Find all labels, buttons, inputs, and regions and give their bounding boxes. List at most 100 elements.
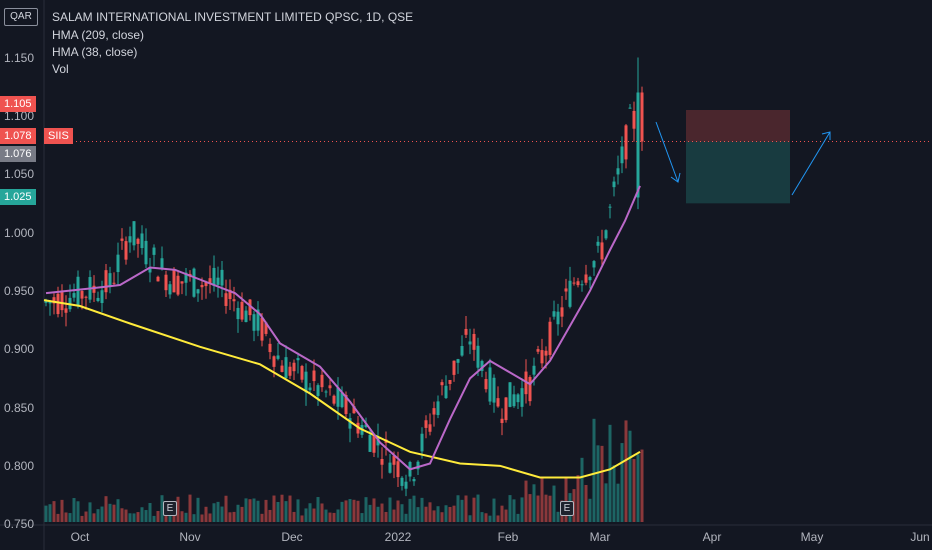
candle-body — [60, 292, 64, 311]
candle-body — [120, 238, 124, 241]
volume-bar — [56, 513, 60, 522]
candle-body — [560, 307, 564, 317]
candle-body — [340, 392, 344, 408]
legend-hma-209[interactable]: HMA (209, close) — [52, 28, 145, 42]
candle-body — [540, 350, 544, 364]
volume-bar — [240, 506, 244, 522]
volume-bar — [104, 496, 108, 522]
candle-body — [136, 238, 140, 244]
legend-volume[interactable]: Vol — [52, 62, 69, 76]
candle-body — [432, 408, 436, 415]
volume-bar — [464, 495, 468, 522]
candle-body — [180, 281, 184, 284]
candle-body — [352, 406, 356, 414]
arrow-up-head — [821, 131, 831, 140]
time-axis-tick: 2022 — [384, 530, 412, 544]
volume-bar — [556, 511, 560, 522]
candle-body — [200, 285, 204, 288]
candle-body — [348, 418, 352, 429]
volume-bar — [424, 506, 428, 522]
earnings-event-badge[interactable]: E — [560, 501, 574, 516]
candle-body — [336, 387, 340, 407]
volume-bar — [360, 513, 364, 522]
candle-body — [580, 284, 584, 286]
volume-bar — [632, 459, 636, 522]
volume-bar — [580, 457, 584, 522]
time-axis-tick: Mar — [589, 530, 611, 544]
candle-body — [520, 388, 524, 407]
candle-body — [148, 267, 152, 273]
volume-bar — [588, 498, 592, 522]
volume-bar — [284, 501, 288, 522]
volume-bar — [492, 498, 496, 522]
candle-body — [292, 362, 296, 372]
candle-body — [76, 276, 80, 306]
candle-body — [232, 299, 236, 302]
volume-bar — [468, 515, 472, 522]
candle-body — [616, 168, 620, 175]
volume-bar — [496, 515, 500, 522]
candle-body — [160, 258, 164, 269]
candle-body — [396, 461, 400, 478]
volume-bar — [224, 495, 228, 522]
candle-body — [244, 310, 248, 323]
candle-body — [368, 434, 372, 452]
volume-bar — [336, 509, 340, 522]
volume-bar — [280, 494, 284, 522]
price-axis-tick: 1.000 — [4, 225, 35, 240]
volume-bar — [572, 489, 576, 522]
price-axis-tick: 0.900 — [4, 342, 35, 357]
volume-bar — [480, 512, 484, 522]
volume-bar — [628, 430, 632, 522]
candle-body — [388, 462, 392, 473]
candle-body — [420, 433, 424, 452]
volume-bar — [140, 507, 144, 522]
candle-body — [168, 284, 172, 295]
volume-bar — [592, 418, 596, 522]
volume-bar — [368, 504, 372, 522]
volume-bar — [124, 509, 128, 522]
volume-bar — [68, 513, 72, 522]
volume-bar — [308, 503, 312, 522]
time-axis-tick: Jun — [910, 530, 930, 544]
price-axis-tick: 1.100 — [4, 108, 35, 123]
candle-body — [204, 282, 208, 287]
candle-body — [140, 233, 144, 249]
time-axis-tick: Dec — [281, 530, 303, 544]
volume-bar — [372, 498, 376, 522]
candle-body — [492, 377, 496, 403]
volume-bar — [380, 503, 384, 522]
volume-bar — [508, 495, 512, 522]
price-axis-tick: 0.800 — [4, 458, 35, 473]
earnings-event-badge[interactable]: E — [163, 501, 177, 516]
currency-button[interactable]: QAR — [4, 8, 38, 26]
chart-title: SALAM INTERNATIONAL INVESTMENT LIMITED Q… — [52, 10, 414, 24]
volume-bar — [476, 494, 480, 522]
candle-body — [228, 289, 232, 300]
candle-body — [428, 424, 432, 432]
candle-body — [528, 377, 532, 402]
candle-body — [296, 358, 300, 361]
candle-body — [184, 272, 188, 283]
volume-bar — [260, 513, 264, 522]
volume-bar — [620, 443, 624, 522]
volume-bar — [128, 513, 132, 522]
time-axis-tick: Feb — [497, 530, 519, 544]
volume-bar — [432, 510, 436, 522]
volume-bar — [92, 513, 96, 522]
candle-body — [404, 481, 408, 489]
time-axis-tick: Oct — [70, 530, 90, 544]
candle-body — [392, 455, 396, 465]
candle-body — [372, 434, 376, 453]
volume-bar — [192, 514, 196, 522]
legend-hma-38[interactable]: HMA (38, close) — [52, 45, 138, 59]
candle-body — [448, 379, 452, 384]
hma-209-line — [43, 299, 641, 479]
volume-bar — [160, 495, 164, 522]
volume-bar — [252, 498, 256, 522]
volume-bar — [448, 506, 452, 522]
volume-bar — [412, 495, 416, 522]
candle-body — [320, 374, 324, 388]
